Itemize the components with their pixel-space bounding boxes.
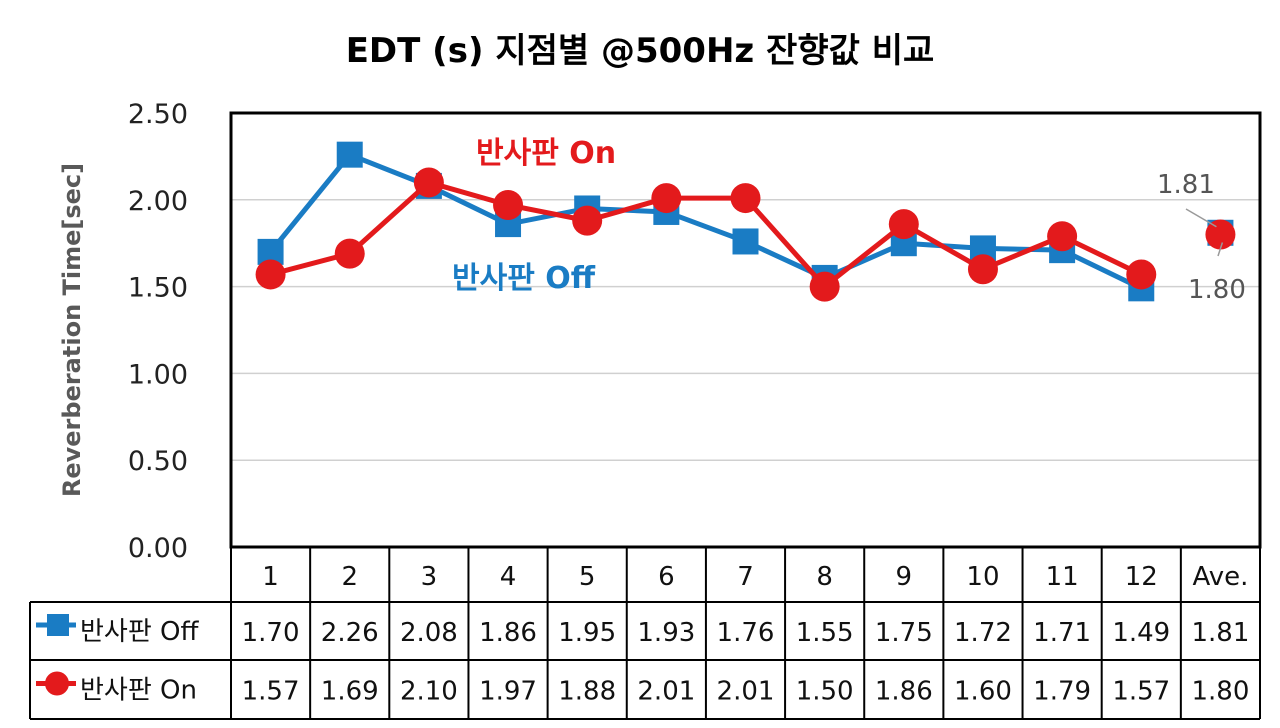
legend-label: 반사판 On: [80, 676, 197, 706]
table-cell: 1.60: [954, 677, 1012, 707]
data-point-square: [732, 228, 759, 255]
x-tick-label: 5: [579, 562, 596, 592]
table-cell: 1.70: [242, 618, 300, 648]
data-point-circle: [888, 209, 919, 240]
x-tick-label: 7: [737, 562, 754, 592]
table-cell: 2.26: [321, 618, 379, 648]
y-tick-label: 0.50: [128, 446, 188, 477]
table-cell: 1.88: [558, 677, 616, 707]
data-point-circle: [730, 183, 761, 214]
data-point-circle: [651, 183, 682, 214]
chart-title: EDT (s) 지점별 @500Hz 잔향값 비교: [346, 31, 935, 71]
table-cell: 1.49: [1112, 618, 1170, 648]
ave-off-label: 1.81: [1157, 170, 1215, 200]
table-cell: 1.75: [875, 618, 933, 648]
leader-line: [1185, 208, 1217, 228]
x-tick-label: 4: [500, 562, 517, 592]
x-tick-label: 6: [658, 562, 675, 592]
x-tick-label: 12: [1125, 562, 1158, 592]
table-cell: 1.55: [796, 618, 854, 648]
table-cell: 1.72: [954, 618, 1012, 648]
table-cell: 1.76: [717, 618, 775, 648]
data-point-circle: [255, 259, 286, 290]
x-tick-label: Ave.: [1192, 562, 1248, 592]
table-cell: 1.79: [1033, 677, 1091, 707]
table-cell: 1.80: [1191, 677, 1249, 707]
annotation-off: 반사판 Off: [452, 261, 596, 296]
y-tick-labels: 0.00 0.50 1.00 1.50 2.00 2.50: [128, 99, 188, 564]
table-cell: 1.57: [1112, 677, 1170, 707]
data-point-circle: [809, 271, 840, 302]
table-cell: 1.93: [637, 618, 695, 648]
data-point-circle: [493, 190, 524, 221]
table-cell: 2.08: [400, 618, 458, 648]
y-tick-label: 1.00: [128, 359, 188, 390]
table-cell: 1.95: [558, 618, 616, 648]
table-cell: 1.69: [321, 677, 379, 707]
x-tick-label: 10: [966, 562, 999, 592]
data-point-square: [336, 141, 363, 168]
annotations: 반사판 On 반사판 Off 1.81 1.80: [452, 136, 1246, 305]
legend-label: 반사판 Off: [80, 617, 199, 647]
y-tick-label: 2.00: [128, 186, 188, 217]
data-point-circle: [1205, 219, 1236, 250]
y-tick-label: 0.00: [128, 533, 188, 564]
x-tick-label: 9: [896, 562, 913, 592]
data-point-circle: [572, 205, 603, 236]
data-point-circle: [967, 254, 998, 285]
y-axis-label: Reverberation Time[sec]: [58, 163, 86, 497]
data-point-circle: [334, 238, 365, 269]
table-cell: 2.01: [717, 677, 775, 707]
series-0: [257, 141, 1234, 302]
x-tick-label: 8: [816, 562, 833, 592]
leader-line: [1217, 242, 1224, 257]
plot-area-border: [229, 111, 1262, 549]
table-cell: 1.86: [479, 618, 537, 648]
series-line: [269, 179, 1143, 290]
y-tick-label: 2.50: [128, 99, 188, 130]
x-tick-label: 11: [1046, 562, 1079, 592]
table-cell: 1.71: [1033, 618, 1091, 648]
y-tick-label: 1.50: [128, 273, 188, 304]
data-table: 1 2 3 4 5 6 7 8 9 10 11 12 Ave.반사판 Off 1.70 2.26 2.08 1.…: [29, 547, 1261, 720]
x-tick-label: 2: [341, 562, 358, 592]
x-tick-label: 3: [421, 562, 438, 592]
table-cell: 1.86: [875, 677, 933, 707]
table-cell: 1.97: [479, 677, 537, 707]
series-line: [268, 152, 1143, 291]
table-cell: 2.10: [400, 677, 458, 707]
legend-marker-square: [47, 614, 69, 636]
annotation-on: 반사판 On: [476, 136, 616, 171]
ave-on-label: 1.80: [1188, 275, 1246, 305]
table-cell: 1.81: [1191, 618, 1249, 648]
data-point-circle: [1047, 221, 1078, 252]
data-point-circle: [413, 167, 444, 198]
table-cell: 1.57: [242, 677, 300, 707]
legend-marker-circle: [45, 671, 69, 696]
table-cell: 2.01: [637, 677, 695, 707]
series-1: [255, 167, 1236, 302]
data-point-circle: [1126, 259, 1157, 290]
x-tick-label: 1: [262, 562, 279, 592]
series-lines: [255, 141, 1236, 302]
table-cell: 1.50: [796, 677, 854, 707]
